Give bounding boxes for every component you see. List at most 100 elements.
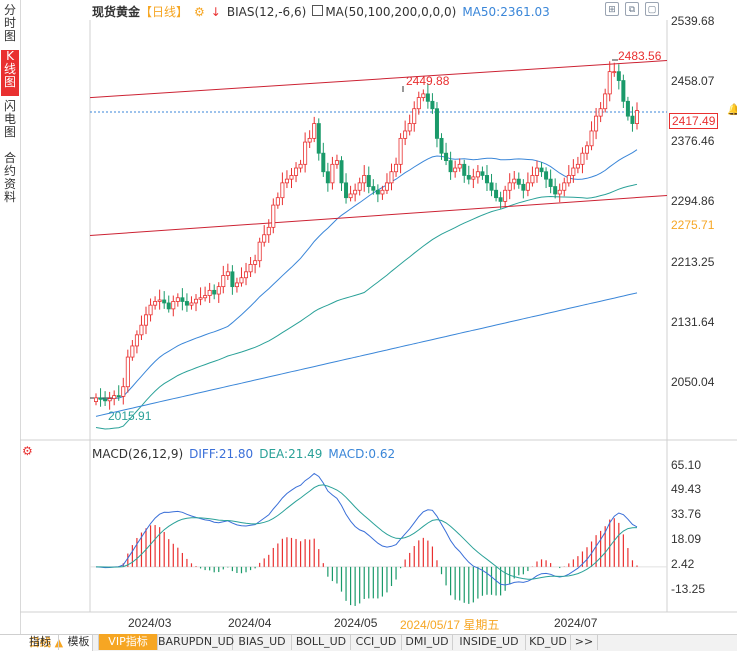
dea-value: DEA:21.49: [259, 447, 323, 461]
candle-body: [580, 152, 585, 165]
tab-vip[interactable]: VIP指标: [99, 634, 158, 650]
tab-barupdn[interactable]: BARUPDN_UD: [158, 634, 235, 650]
ma50-line: [95, 149, 638, 400]
candle-body: [184, 301, 189, 306]
chart-header: 现货黄金【日线】 ⚙ ↓ BIAS(12,-6,6) MA(50,100,200,0,0…: [92, 3, 556, 20]
candle-body: [562, 182, 567, 191]
macd-tick: 49.43: [671, 482, 702, 496]
candle-body: [316, 123, 321, 154]
tab-kd[interactable]: KD_UD: [526, 634, 571, 650]
candle-body: [389, 171, 394, 184]
candle-body: [489, 182, 494, 191]
candle-body: [134, 334, 139, 347]
candle-body: [480, 171, 485, 176]
candle-body: [430, 100, 435, 110]
grid-icon[interactable]: ⊞: [605, 2, 619, 16]
candle-body: [139, 324, 144, 336]
tab-flash[interactable]: 闪电图: [3, 99, 16, 139]
candle-body: [371, 186, 376, 191]
tab-more[interactable]: >>: [571, 634, 598, 650]
low-label: 2015.91: [108, 409, 152, 423]
candle-body: [521, 183, 526, 191]
candle-body: [157, 299, 162, 302]
dea-line: [96, 484, 638, 580]
candle-body: [344, 182, 349, 199]
diff-value: DIFF:21.80: [189, 447, 254, 461]
candle-body: [534, 167, 539, 176]
candle-body: [530, 175, 535, 184]
tab-templates[interactable]: 模板: [59, 634, 99, 650]
tab-inside[interactable]: INSIDE_UD: [453, 634, 526, 650]
tab-intraday[interactable]: 分时图: [3, 3, 16, 43]
bias-label[interactable]: BIAS(12,-6,6): [226, 5, 307, 19]
candle-body: [98, 397, 103, 400]
candle-body: [262, 234, 267, 243]
candle-body: [475, 171, 480, 178]
period-selector[interactable]: 日线 ▲: [0, 635, 93, 651]
ma-label[interactable]: MA(50,100,200,0,0,0): [325, 5, 457, 19]
candle-body: [457, 163, 462, 169]
candle-body: [453, 167, 458, 173]
candle-body: [403, 130, 408, 139]
channel-lower-line: [89, 194, 668, 236]
macd-tick: 2.42: [671, 557, 695, 571]
candle-body: [548, 178, 553, 187]
candle-body: [607, 71, 612, 95]
settings-icon[interactable]: ⚙: [194, 5, 205, 19]
candle-body: [571, 167, 576, 176]
candle-body: [175, 297, 180, 302]
bottom-toolbar: 日线 ▲: [0, 634, 737, 651]
candle-body: [584, 145, 589, 154]
candle-body: [180, 297, 185, 302]
candle-body: [121, 386, 126, 397]
candle-body: [171, 301, 176, 310]
candle-body: [416, 97, 421, 110]
tab-dmi[interactable]: DMI_UD: [402, 634, 453, 650]
tab-kline[interactable]: K线图: [1, 50, 19, 96]
tab-boll[interactable]: BOLL_UD: [292, 634, 351, 650]
x-tick: 2024/07: [554, 616, 598, 630]
window-icon[interactable]: ▢: [645, 2, 659, 16]
candle-body: [384, 182, 389, 191]
macd-tick: 18.09: [671, 532, 702, 546]
candle-body: [107, 398, 112, 402]
copy-icon[interactable]: ⧉: [625, 2, 639, 16]
candle-body: [425, 93, 430, 102]
candle-body: [339, 160, 344, 184]
macd-settings-icon[interactable]: ⚙: [22, 444, 33, 458]
x-tick: 2024/04: [228, 616, 272, 630]
candle-body: [289, 175, 294, 180]
ma100-line: [95, 183, 638, 430]
tab-bias[interactable]: BIAS_UD: [233, 634, 292, 650]
candle-body: [398, 137, 403, 165]
ma200-line: [95, 292, 638, 417]
candle-body: [471, 176, 476, 180]
candle-body: [434, 108, 439, 139]
candle-body: [198, 297, 203, 300]
candle-body: [257, 241, 262, 262]
candle-body: [253, 260, 258, 265]
candle-body: [394, 163, 399, 173]
alert-bell-icon[interactable]: 🔔: [727, 104, 737, 116]
tab-indicators[interactable]: 指标: [22, 634, 59, 650]
candle-body: [162, 299, 167, 304]
candle-body: [439, 137, 444, 154]
tab-cci[interactable]: CCI_UD: [351, 634, 402, 650]
candle-body: [512, 178, 517, 184]
candle-body: [212, 289, 217, 295]
tab-contract-info[interactable]: 合约资料: [3, 151, 16, 204]
ma-checkbox-icon[interactable]: [312, 5, 324, 16]
down-arrow-icon[interactable]: ↓: [210, 5, 221, 19]
candle-body: [203, 295, 208, 299]
indicator-tabs: 指标 模板 VIP指标 BARUPDN_UD BIAS_UD BOLL_UD C…: [0, 634, 737, 650]
candle-body: [275, 197, 280, 206]
chart-canvas: [20, 20, 737, 613]
candle-body: [357, 182, 362, 191]
period-label[interactable]: 【日线】: [140, 5, 189, 19]
candle-body: [153, 301, 158, 306]
candle-body: [116, 395, 121, 398]
candle-body: [244, 271, 249, 279]
candle-body: [284, 178, 289, 184]
macd-label[interactable]: MACD(26,12,9): [92, 447, 184, 461]
candle-body: [407, 123, 412, 132]
